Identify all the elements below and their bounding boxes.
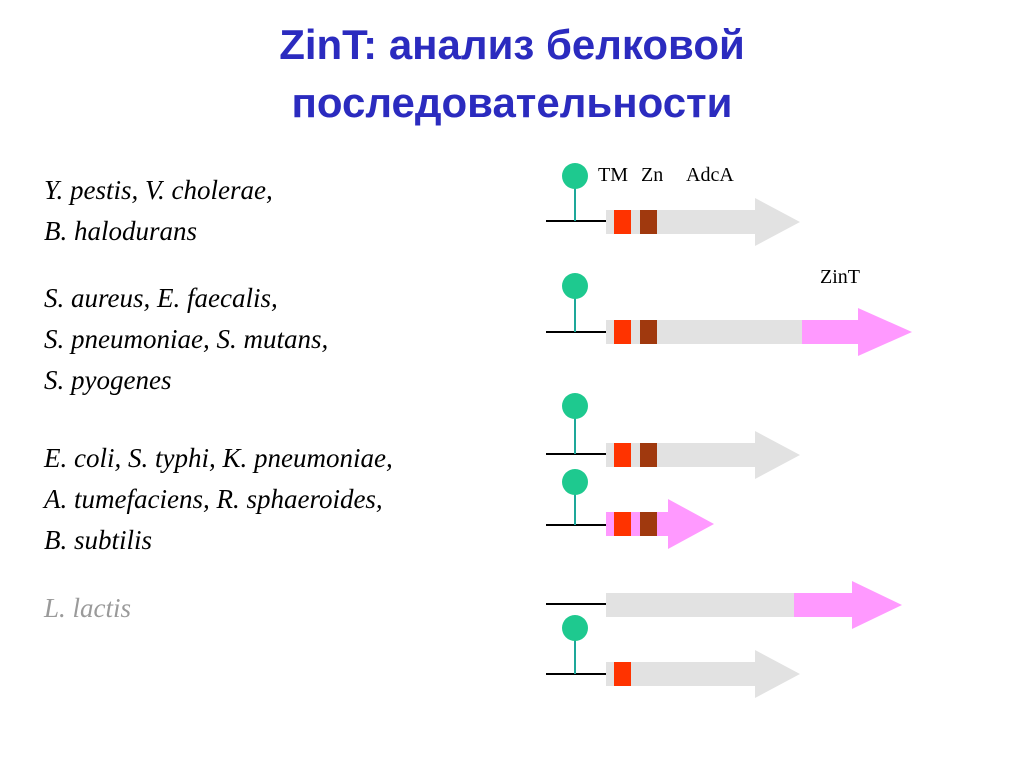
gene-row-4b: [546, 615, 800, 698]
species-group-2: S. aureus, E. faecalis, S. pneumoniae, S…: [44, 278, 328, 401]
gene-row-2: [546, 273, 912, 356]
species-line: S. aureus, E. faecalis,: [44, 283, 278, 313]
zn-domain: [640, 512, 657, 536]
tm-domain: [614, 210, 631, 234]
zn-domain: [640, 443, 657, 467]
label-zn: Zn: [641, 164, 664, 186]
lipobox-circle: [562, 273, 588, 299]
page-title: ZinT: анализ белковой последовательности: [0, 16, 1024, 132]
gene-row-1: [546, 163, 800, 246]
species-line: E. coli, S. typhi, K. pneumoniae,: [44, 443, 393, 473]
species-line: S. pneumoniae, S. mutans,: [44, 324, 329, 354]
label-adca: AdcA: [686, 164, 734, 186]
gene-row-3b: [546, 469, 714, 549]
tm-domain: [614, 662, 631, 686]
label-tm: TM: [598, 164, 628, 186]
adca-gene-arrow: [606, 650, 800, 698]
tm-domain: [614, 512, 631, 536]
zn-domain: [640, 320, 657, 344]
zint-gene-arrow: [794, 581, 902, 629]
species-line: S. pyogenes: [44, 365, 172, 395]
tm-domain: [614, 443, 631, 467]
lipobox-circle: [562, 393, 588, 419]
species-line: L. lactis: [44, 593, 132, 623]
title-line-1: ZinT: анализ белковой: [279, 21, 745, 68]
adca-gene-segment: [606, 320, 802, 344]
species-group-1: Y. pestis, V. cholerae, B. halodurans: [44, 170, 273, 252]
zint-gene-arrow: [606, 499, 714, 549]
tm-domain: [614, 320, 631, 344]
adca-gene-arrow: [606, 431, 800, 479]
gene-row-3a: [546, 393, 800, 479]
gene-row-4a: [546, 581, 902, 629]
species-line: Y. pestis, V. cholerae,: [44, 175, 273, 205]
zn-domain: [640, 210, 657, 234]
title-line-2: последовательности: [291, 79, 733, 126]
adca-gene-segment: [606, 593, 794, 617]
species-line: B. halodurans: [44, 216, 198, 246]
lipobox-circle: [562, 163, 588, 189]
species-line: A. tumefaciens, R. sphaeroides,: [44, 484, 383, 514]
species-group-3: E. coli, S. typhi, K. pneumoniae, A. tum…: [44, 438, 393, 561]
lipobox-circle: [562, 469, 588, 495]
adca-gene-arrow: [606, 198, 800, 246]
species-line: B. subtilis: [44, 525, 153, 555]
lipobox-circle: [562, 615, 588, 641]
label-zint: ZinT: [820, 266, 860, 288]
species-group-4: L. lactis: [44, 588, 131, 629]
zint-gene-arrow: [802, 308, 912, 356]
